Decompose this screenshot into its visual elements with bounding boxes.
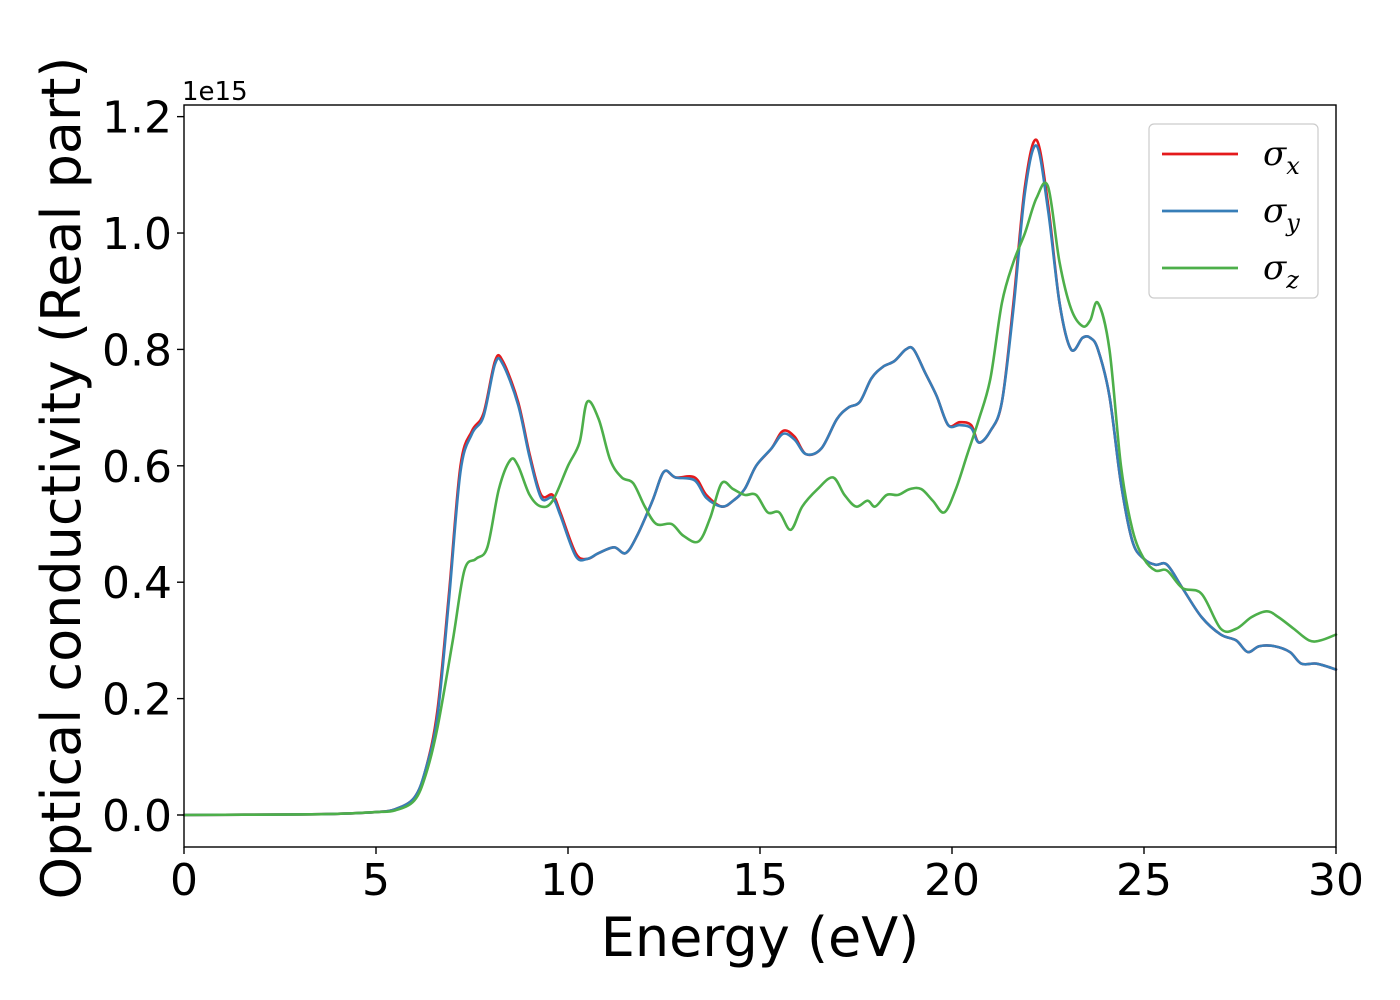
x-tick-label: 20 — [924, 855, 980, 906]
y-axis-ticks: 0.0 0.2 0.4 0.6 0.8 1.0 1.2 — [102, 93, 184, 842]
legend-symbol: σ — [1263, 248, 1287, 288]
y-tick-label: 0.4 — [102, 558, 172, 609]
y-tick-label: 1.2 — [102, 93, 172, 144]
y-axis-label: Optical conductivity (Real part) — [30, 57, 93, 900]
series-layer — [182, 138, 1338, 817]
series-line-z — [182, 181, 1338, 817]
legend-subscript: x — [1286, 152, 1300, 180]
x-tick-label: 10 — [540, 855, 596, 906]
x-tick-label: 30 — [1308, 855, 1364, 906]
x-axis-label: Energy (eV) — [601, 906, 920, 969]
x-tick-label: 15 — [732, 855, 788, 906]
legend-symbol: σ — [1263, 191, 1287, 231]
legend-symbol: σ — [1263, 134, 1287, 174]
x-tick-label: 25 — [1116, 855, 1172, 906]
y-tick-label: 0.2 — [102, 675, 172, 726]
y-offset-label: 1e15 — [182, 77, 248, 107]
legend-label-z: σz — [1263, 248, 1299, 294]
x-tick-label: 5 — [362, 855, 390, 906]
y-tick-label: 0.0 — [102, 791, 172, 842]
series-line-y — [182, 144, 1338, 817]
y-tick-label: 0.6 — [102, 442, 172, 493]
y-tick-label: 0.8 — [102, 325, 172, 376]
legend-label-y: σy — [1263, 191, 1300, 237]
x-axis-ticks: 0 5 10 15 20 25 30 — [170, 847, 1364, 906]
y-tick-label: 1.0 — [102, 209, 172, 260]
x-tick-label: 0 — [170, 855, 198, 906]
legend-label-x: σx — [1263, 134, 1300, 180]
legend-subscript: y — [1285, 209, 1300, 237]
legend-subscript: z — [1285, 266, 1299, 294]
